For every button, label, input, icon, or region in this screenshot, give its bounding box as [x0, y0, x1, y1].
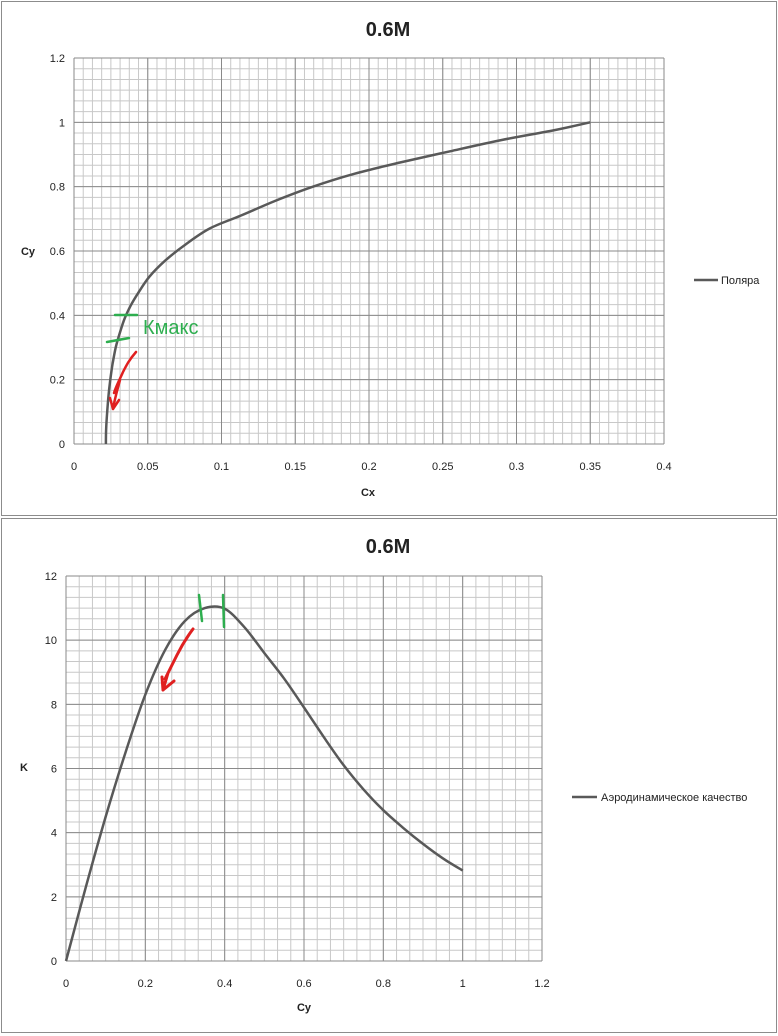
x-tick-label: 0.4: [217, 978, 232, 990]
x-axis-label: Cy: [297, 1002, 312, 1014]
lift-drag-chart: 0.6M 0 0.2 0.4 0.6 0.8 1 1.2 0 2 4 6 8 10 12 Cy K Аэр…: [20, 536, 747, 1014]
grid: [73, 57, 665, 445]
y-tick-label: 1: [59, 117, 65, 129]
x-tick-label: 1.2: [534, 978, 549, 990]
green-tick-mark: [197, 593, 204, 623]
chart-panel-lift-drag: 0.6M 0 0.2 0.4 0.6 0.8 1 1.2 0 2 4 6 8 10 12 Cy K Аэр…: [1, 518, 777, 1033]
kmax-annotation: Кмакс: [143, 317, 199, 339]
tick-labels: 0 0.05 0.1 0.15 0.2 0.25 0.3 0.35 0.4 0 0.2 0.4 0.6 0…: [50, 53, 672, 473]
polar-chart: 0.6M 0 0.05 0.1 0.15 0.2 0.25 0.3 0.35 0.4 0 0.2 0.…: [21, 19, 760, 499]
x-tick-label: 0.6: [296, 978, 311, 990]
x-tick-label: 0.25: [432, 461, 453, 473]
y-tick-label: 12: [45, 571, 57, 583]
x-tick-label: 0.1: [214, 461, 229, 473]
x-tick-label: 0.2: [138, 978, 153, 990]
x-axis-label: Cx: [361, 487, 376, 499]
x-tick-label: 0.15: [285, 461, 306, 473]
x-tick-label: 0.3: [509, 461, 524, 473]
legend-label: Поляра: [721, 275, 760, 287]
legend: Поляра: [694, 275, 760, 287]
grid: [65, 575, 543, 962]
y-tick-label: 0: [59, 439, 65, 451]
series-line-polar: [104, 121, 591, 445]
y-tick-label: 1.2: [50, 53, 65, 65]
hand-annotation: [160, 593, 226, 692]
y-tick-label: 10: [45, 635, 57, 647]
x-tick-label: 0.35: [580, 461, 601, 473]
y-axis-label: K: [20, 762, 28, 774]
y-tick-label: 2: [51, 892, 57, 904]
y-axis-label: Cy: [21, 246, 36, 258]
y-tick-label: 4: [51, 828, 57, 840]
x-tick-label: 0: [71, 461, 77, 473]
y-tick-label: 0.8: [50, 182, 65, 194]
x-tick-label: 0.05: [137, 461, 158, 473]
series-line-quality: [64, 605, 464, 962]
y-tick-label: 0.4: [50, 310, 65, 322]
x-tick-label: 0.4: [656, 461, 671, 473]
x-tick-label: 0: [63, 978, 69, 990]
red-arrow: [160, 627, 195, 692]
green-tick-mark: [105, 336, 131, 344]
tick-labels: 0 0.2 0.4 0.6 0.8 1 1.2 0 2 4 6 8 10 12: [45, 571, 550, 990]
chart-title: 0.6M: [366, 536, 410, 558]
y-tick-label: 0.2: [50, 375, 65, 387]
red-arrow: [108, 350, 138, 411]
y-tick-label: 0: [51, 956, 57, 968]
hand-annotation: Кмакс: [105, 313, 199, 411]
y-tick-label: 0.6: [50, 246, 65, 258]
legend-label: Аэродинамическое качество: [601, 792, 747, 804]
x-tick-label: 0.2: [361, 461, 376, 473]
x-tick-label: 1: [460, 978, 466, 990]
chart-title: 0.6M: [366, 19, 410, 41]
legend: Аэродинамическое качество: [572, 792, 747, 804]
y-tick-label: 6: [51, 764, 57, 776]
y-tick-label: 8: [51, 699, 57, 711]
green-tick-mark: [221, 593, 226, 629]
x-tick-label: 0.8: [376, 978, 391, 990]
chart-panel-polar: 0.6M 0 0.05 0.1 0.15 0.2 0.25 0.3 0.35 0.4 0 0.2 0.…: [1, 1, 777, 516]
